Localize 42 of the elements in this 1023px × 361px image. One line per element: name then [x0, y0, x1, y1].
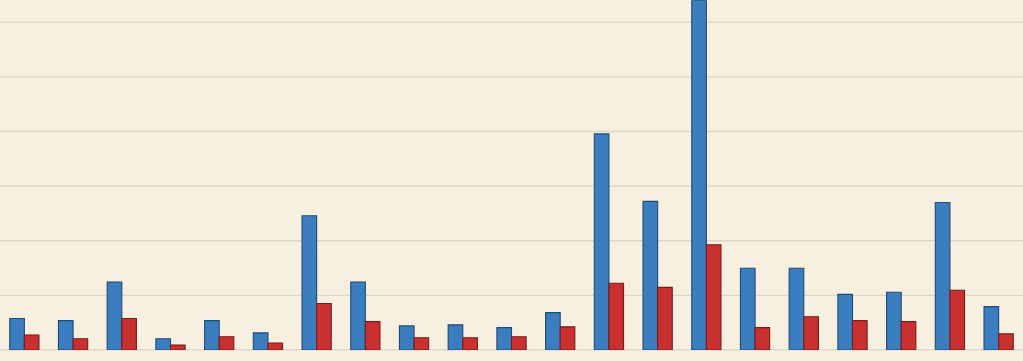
bar [106, 281, 123, 350]
bar [886, 291, 902, 350]
bar [559, 326, 576, 350]
bar [949, 289, 966, 350]
bar [754, 327, 771, 350]
bar [72, 338, 89, 350]
bar [57, 320, 74, 350]
bar [788, 267, 805, 350]
bar [837, 293, 854, 350]
bar [447, 324, 464, 350]
bar [934, 201, 951, 350]
bar [510, 336, 527, 350]
bar [155, 338, 172, 350]
bar [218, 336, 235, 350]
bar [23, 334, 40, 350]
bar [691, 0, 707, 350]
bar [900, 321, 917, 350]
bar [252, 332, 269, 350]
bar [204, 320, 220, 350]
bar [803, 316, 819, 350]
bar [593, 133, 610, 350]
bar [267, 342, 284, 350]
bar [983, 306, 1000, 350]
bar [316, 302, 332, 350]
bar [545, 312, 561, 350]
bar [413, 337, 430, 350]
bar [642, 200, 659, 350]
bar [705, 244, 722, 350]
bar [496, 327, 513, 350]
bar [739, 267, 756, 350]
bar [121, 317, 137, 350]
bar [350, 281, 366, 350]
bar [851, 320, 868, 350]
bar [462, 337, 478, 350]
bar [998, 333, 1014, 350]
bar [301, 215, 318, 350]
bar [9, 317, 25, 350]
bar [169, 344, 186, 350]
bar [364, 321, 381, 350]
bar [608, 282, 625, 350]
bar [657, 286, 673, 350]
bar [398, 325, 415, 350]
